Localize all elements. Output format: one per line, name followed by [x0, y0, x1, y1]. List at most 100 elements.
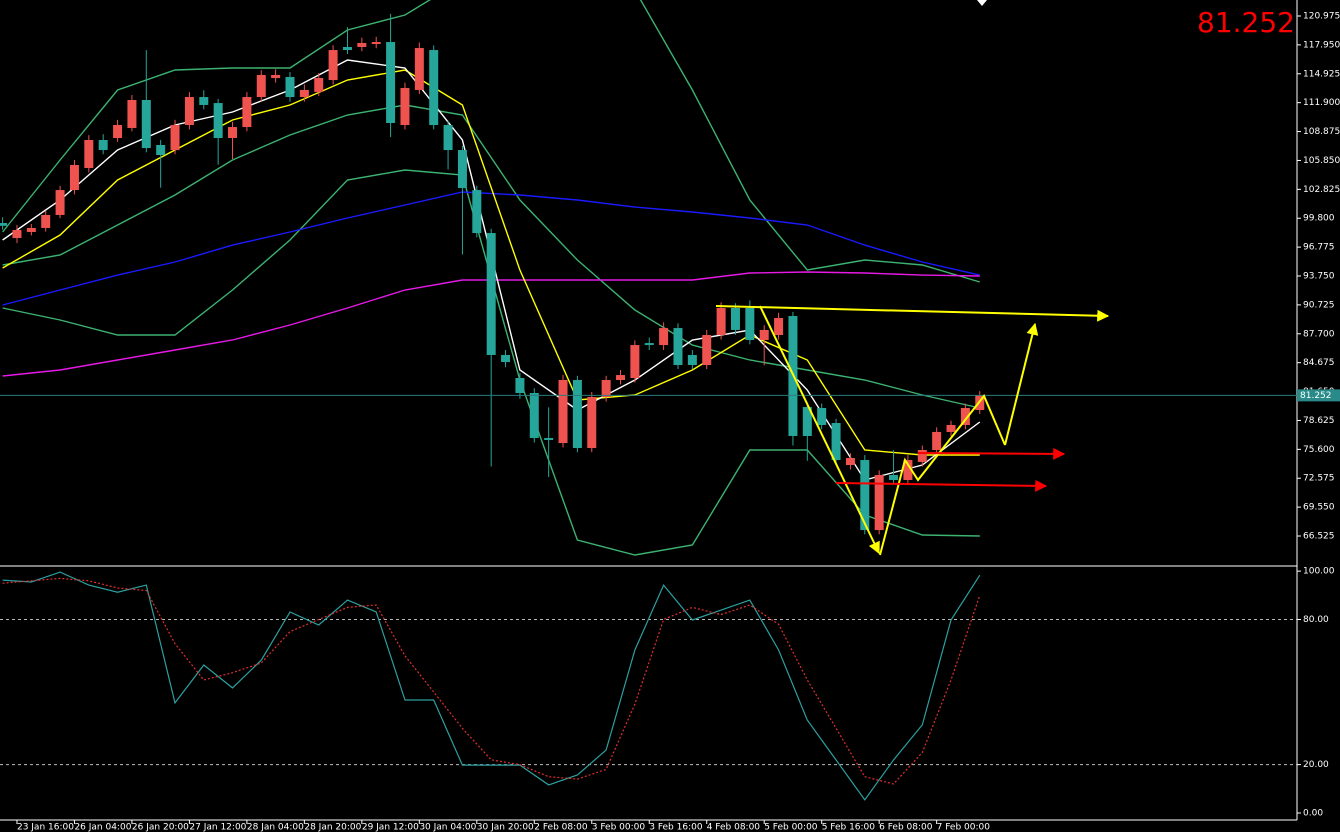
- candle-body: [69, 165, 79, 191]
- candle-body: [716, 307, 726, 336]
- x-tick-label: 28 Jan 04:00: [247, 823, 304, 832]
- candle-body: [932, 431, 942, 451]
- x-tick-label: 30 Jan 04:00: [419, 823, 476, 832]
- y-tick-label: 117.950: [1303, 40, 1340, 50]
- x-tick-label: 27 Jan 12:00: [189, 823, 246, 832]
- oscillator-line: [2, 577, 981, 785]
- indicator-line: [2, 0, 980, 283]
- y-tick-label: 78.625: [1303, 416, 1335, 426]
- candle-body: [659, 328, 669, 346]
- x-tick-label: 3 Feb 00:00: [592, 823, 646, 832]
- candle-body: [702, 335, 712, 366]
- candle-body: [127, 99, 137, 128]
- x-tick-label: 23 Jan 16:00: [17, 823, 74, 832]
- candle-body: [601, 380, 611, 398]
- x-tick-label: 2 Feb 08:00: [534, 823, 588, 832]
- candle-body: [84, 140, 94, 168]
- y-tick-label: 0.00: [1303, 808, 1323, 818]
- chart-shift-marker: [977, 0, 987, 6]
- candle-body: [55, 190, 65, 215]
- y-tick-label: 20.00: [1303, 760, 1329, 770]
- x-tick-label: 3 Feb 16:00: [649, 823, 703, 832]
- support-arrow: [917, 447, 1066, 460]
- candle-body: [213, 103, 223, 139]
- candle-body: [960, 407, 970, 425]
- candle-body: [486, 233, 496, 355]
- candle-body: [616, 375, 626, 381]
- candle-body: [730, 307, 740, 330]
- x-tick-label: 26 Jan 20:00: [132, 823, 189, 832]
- y-tick-label: 72.575: [1303, 474, 1335, 484]
- candle-body: [946, 424, 956, 432]
- x-tick-label: 4 Feb 08:00: [707, 823, 761, 832]
- candle-body: [285, 76, 295, 98]
- candle-body: [472, 190, 482, 234]
- candle-body: [457, 150, 467, 189]
- candle-body: [184, 97, 194, 126]
- candle-body: [170, 125, 180, 151]
- drawings: [715, 305, 1110, 556]
- x-tick-label: 26 Jan 04:00: [74, 823, 131, 832]
- current-price-box: [1297, 389, 1340, 402]
- x-tick-label: 30 Jan 20:00: [477, 823, 534, 832]
- x-tick-label: 5 Feb 00:00: [764, 823, 818, 832]
- candle-body: [745, 307, 755, 340]
- price-pane: [0, 0, 1297, 556]
- candle-body: [544, 437, 554, 440]
- y-tick-label: 87.700: [1303, 329, 1335, 339]
- candle-body: [831, 422, 841, 461]
- current-price-label: 81.252: [1300, 391, 1332, 401]
- y-tick-label: 66.525: [1303, 532, 1335, 542]
- candle-body: [630, 345, 640, 379]
- candle-body: [156, 144, 166, 156]
- candle-body: [141, 99, 151, 149]
- candle-body: [342, 46, 352, 51]
- x-tick-label: 29 Jan 12:00: [362, 823, 419, 832]
- candle-body: [817, 407, 827, 425]
- y-tick-label: 100.00: [1303, 567, 1335, 577]
- x-tick-label: 6 Feb 08:00: [879, 823, 933, 832]
- indicator-line: [2, 69, 980, 456]
- y-tick-label: 96.775: [1303, 243, 1335, 253]
- y-tick-label: 75.600: [1303, 445, 1335, 455]
- candle-body: [673, 328, 683, 366]
- y-tick-label: 105.850: [1303, 156, 1340, 166]
- candle-body: [41, 214, 51, 228]
- candle-body: [12, 229, 22, 238]
- candle-body: [0, 223, 8, 226]
- y-tick-label: 120.975: [1303, 11, 1340, 21]
- indicator-line: [2, 191, 980, 306]
- y-tick-label: 84.675: [1303, 358, 1335, 368]
- down-arrow: [759, 305, 880, 555]
- candle-body: [299, 89, 309, 98]
- y-tick-label: 93.750: [1303, 272, 1335, 282]
- candle-body: [414, 48, 424, 90]
- current-price-big: 81.252: [1197, 6, 1295, 39]
- y-tick-label: 114.925: [1303, 69, 1340, 79]
- candle-body: [529, 392, 539, 438]
- candle-body: [515, 378, 525, 393]
- candle-body: [429, 50, 439, 126]
- candle-body: [314, 78, 324, 92]
- candle-body: [501, 354, 511, 363]
- candle-body: [443, 125, 453, 151]
- candle-body: [903, 460, 913, 481]
- candle-body: [357, 42, 367, 47]
- candle-body: [845, 458, 855, 466]
- zigzag: [879, 394, 1006, 556]
- y-tick-label: 111.900: [1303, 98, 1340, 108]
- y-tick-label: 80.00: [1303, 615, 1329, 625]
- candle-body: [199, 97, 209, 105]
- candle-body: [371, 42, 381, 45]
- candle-body: [256, 74, 266, 98]
- candle-body: [917, 450, 927, 462]
- y-tick-label: 90.725: [1303, 300, 1335, 310]
- x-tick-label: 28 Jan 20:00: [304, 823, 361, 832]
- y-tick-label: 108.875: [1303, 127, 1340, 137]
- candle-body: [328, 50, 338, 81]
- candle-body: [644, 343, 654, 346]
- candle-body: [774, 318, 784, 336]
